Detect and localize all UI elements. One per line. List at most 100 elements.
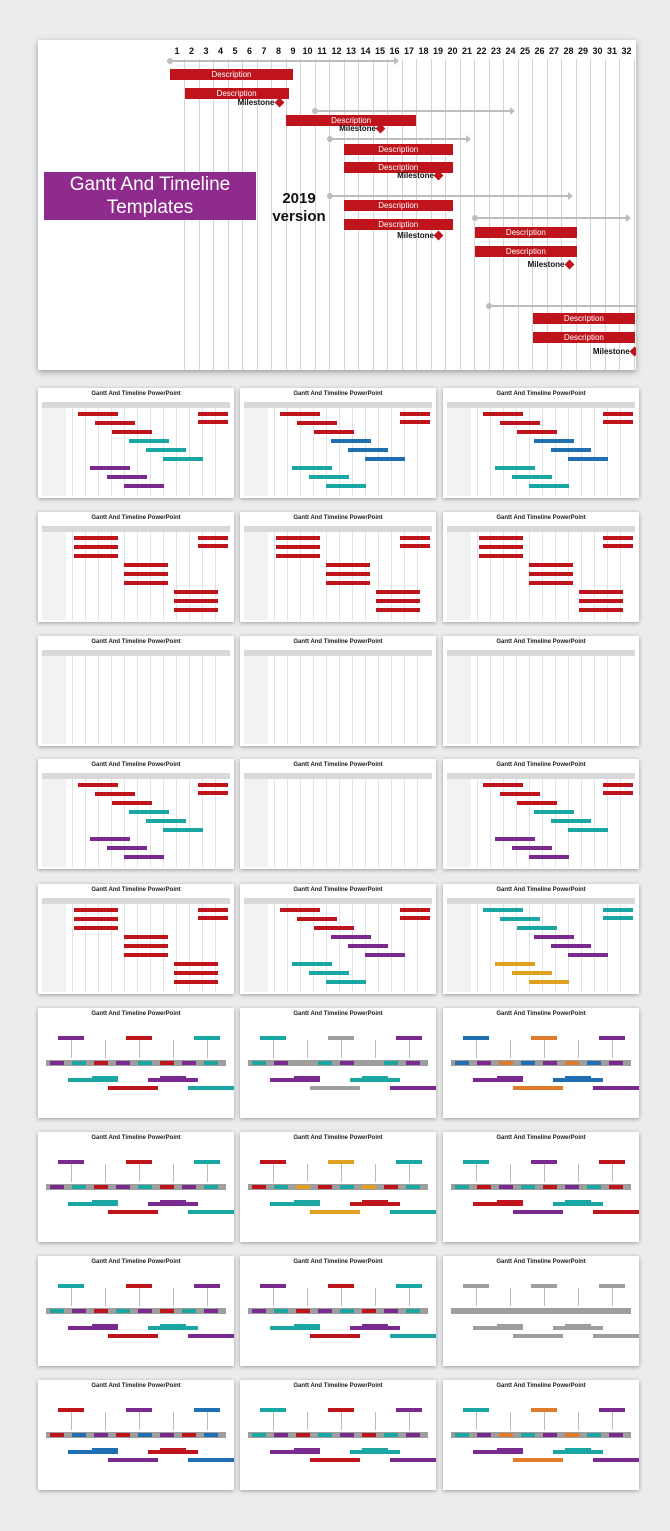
thumb-shape <box>138 1433 152 1437</box>
thumb-shape <box>516 779 517 867</box>
column-number: 23 <box>490 46 501 56</box>
thumb-shape <box>108 1210 158 1214</box>
thumb-shape <box>551 819 591 823</box>
grid-line <box>358 59 359 370</box>
thumb-shape <box>534 935 574 939</box>
slide-thumbnail[interactable]: Gantt And Timeline PowerPoint <box>38 512 234 622</box>
thumb-shape <box>529 904 530 992</box>
thumb-shape <box>202 779 203 867</box>
thumb-shape <box>72 656 73 744</box>
thumb-shape <box>609 1185 623 1189</box>
slide-thumbnail[interactable]: Gantt And Timeline PowerPoint <box>240 1008 436 1118</box>
thumb-shape <box>124 484 164 488</box>
thumb-shape <box>112 801 152 805</box>
thumb-shape <box>531 1408 557 1412</box>
slide-thumbnail[interactable]: Gantt And Timeline PowerPoint <box>38 1380 234 1490</box>
thumb-shape <box>318 1061 332 1065</box>
thumbnail-title: Gantt And Timeline PowerPoint <box>496 762 586 768</box>
thumb-shape <box>531 1284 557 1288</box>
slide-thumbnail[interactable]: Gantt And Timeline PowerPoint <box>38 884 234 994</box>
thumb-shape <box>612 1040 613 1058</box>
thumb-shape <box>189 408 190 496</box>
thumb-shape <box>594 904 595 992</box>
thumb-shape <box>406 1185 420 1189</box>
thumb-shape <box>273 1288 274 1306</box>
thumb-shape <box>620 904 621 992</box>
thumbnail-graphic <box>447 650 635 744</box>
thumb-shape <box>307 1412 308 1430</box>
thumb-shape <box>375 1164 376 1182</box>
slide-thumbnail[interactable]: Gantt And Timeline PowerPoint <box>443 1132 639 1242</box>
thumb-shape <box>85 779 86 867</box>
thumb-shape <box>68 1078 118 1082</box>
slide-thumbnail[interactable]: Gantt And Timeline PowerPoint <box>240 636 436 746</box>
thumb-shape <box>593 1210 639 1214</box>
slide-thumbnail[interactable]: Gantt And Timeline PowerPoint <box>443 1256 639 1366</box>
slide-thumbnail[interactable]: Gantt And Timeline PowerPoint <box>38 1256 234 1366</box>
slide-thumbnail[interactable]: Gantt And Timeline PowerPoint <box>443 759 639 869</box>
thumb-shape <box>326 980 366 984</box>
slide-thumbnail[interactable]: Gantt And Timeline PowerPoint <box>240 884 436 994</box>
thumb-shape <box>447 904 471 992</box>
thumbnail-title: Gantt And Timeline PowerPoint <box>91 887 181 893</box>
thumb-shape <box>404 779 405 867</box>
column-number: 2 <box>188 46 194 56</box>
slide-thumbnail[interactable]: Gantt And Timeline PowerPoint <box>240 1380 436 1490</box>
thumbnail-graphic <box>46 1408 234 1462</box>
thumb-shape <box>292 466 332 470</box>
thumb-shape <box>116 1061 130 1065</box>
thumb-shape <box>477 904 478 992</box>
slide-thumbnail[interactable]: Gantt And Timeline PowerPoint <box>38 636 234 746</box>
thumb-shape <box>362 1433 376 1437</box>
thumb-shape <box>111 656 112 744</box>
slide-thumbnail[interactable]: Gantt And Timeline PowerPoint <box>443 388 639 498</box>
slide-thumbnail[interactable]: Gantt And Timeline PowerPoint <box>240 1132 436 1242</box>
slide-thumbnail[interactable]: Gantt And Timeline PowerPoint <box>443 636 639 746</box>
thumbnail-title: Gantt And Timeline PowerPoint <box>496 887 586 893</box>
thumb-shape <box>544 1164 545 1182</box>
slide-thumbnail[interactable]: Gantt And Timeline PowerPoint <box>443 1380 639 1490</box>
thumb-shape <box>313 904 314 992</box>
thumb-shape <box>248 1432 428 1438</box>
thumb-shape <box>384 1309 398 1313</box>
thumb-shape <box>72 408 73 496</box>
thumb-shape <box>146 819 186 823</box>
thumb-shape <box>340 1433 354 1437</box>
thumb-shape <box>94 1309 108 1313</box>
slide-thumbnail[interactable]: Gantt And Timeline PowerPoint <box>443 1008 639 1118</box>
thumb-shape <box>352 656 353 744</box>
thumb-shape <box>513 1458 563 1462</box>
task-bar: Description <box>184 88 289 99</box>
hero-title: Gantt And Timeline Templates <box>44 172 256 220</box>
thumb-shape <box>126 1160 152 1164</box>
thumb-shape <box>483 412 523 416</box>
slide-thumbnail[interactable]: Gantt And Timeline PowerPoint <box>443 884 639 994</box>
timeline-arrow <box>312 107 514 115</box>
slide-thumbnail[interactable]: Gantt And Timeline PowerPoint <box>38 388 234 498</box>
milestone-label: Milestone <box>237 98 275 107</box>
slide-thumbnail[interactable]: Gantt And Timeline PowerPoint <box>240 759 436 869</box>
slide-thumbnail[interactable]: Gantt And Timeline PowerPoint <box>443 512 639 622</box>
thumb-shape <box>314 430 354 434</box>
thumb-shape <box>46 1184 226 1190</box>
slide-thumbnail[interactable]: Gantt And Timeline PowerPoint <box>38 1008 234 1118</box>
thumb-shape <box>42 408 66 496</box>
slide-thumbnail[interactable]: Gantt And Timeline PowerPoint <box>240 388 436 498</box>
thumb-shape <box>593 1458 639 1462</box>
thumb-shape <box>503 656 504 744</box>
slide-thumbnail[interactable]: Gantt And Timeline PowerPoint <box>38 1132 234 1242</box>
grid-line <box>256 59 258 370</box>
thumbnail-title: Gantt And Timeline PowerPoint <box>91 762 181 768</box>
thumb-shape <box>534 810 574 814</box>
thumb-shape <box>274 1061 288 1065</box>
thumb-shape <box>565 1185 579 1189</box>
slide-thumbnail[interactable]: Gantt And Timeline PowerPoint <box>240 512 436 622</box>
thumb-shape <box>529 779 530 867</box>
thumb-shape <box>603 536 633 540</box>
thumb-shape <box>510 1164 511 1182</box>
slide-thumbnail[interactable]: Gantt And Timeline PowerPoint <box>240 1256 436 1366</box>
thumb-shape <box>163 457 203 461</box>
slide-thumbnail[interactable]: Gantt And Timeline PowerPoint <box>38 759 234 869</box>
thumb-shape <box>593 1086 639 1090</box>
thumb-shape <box>42 773 230 779</box>
